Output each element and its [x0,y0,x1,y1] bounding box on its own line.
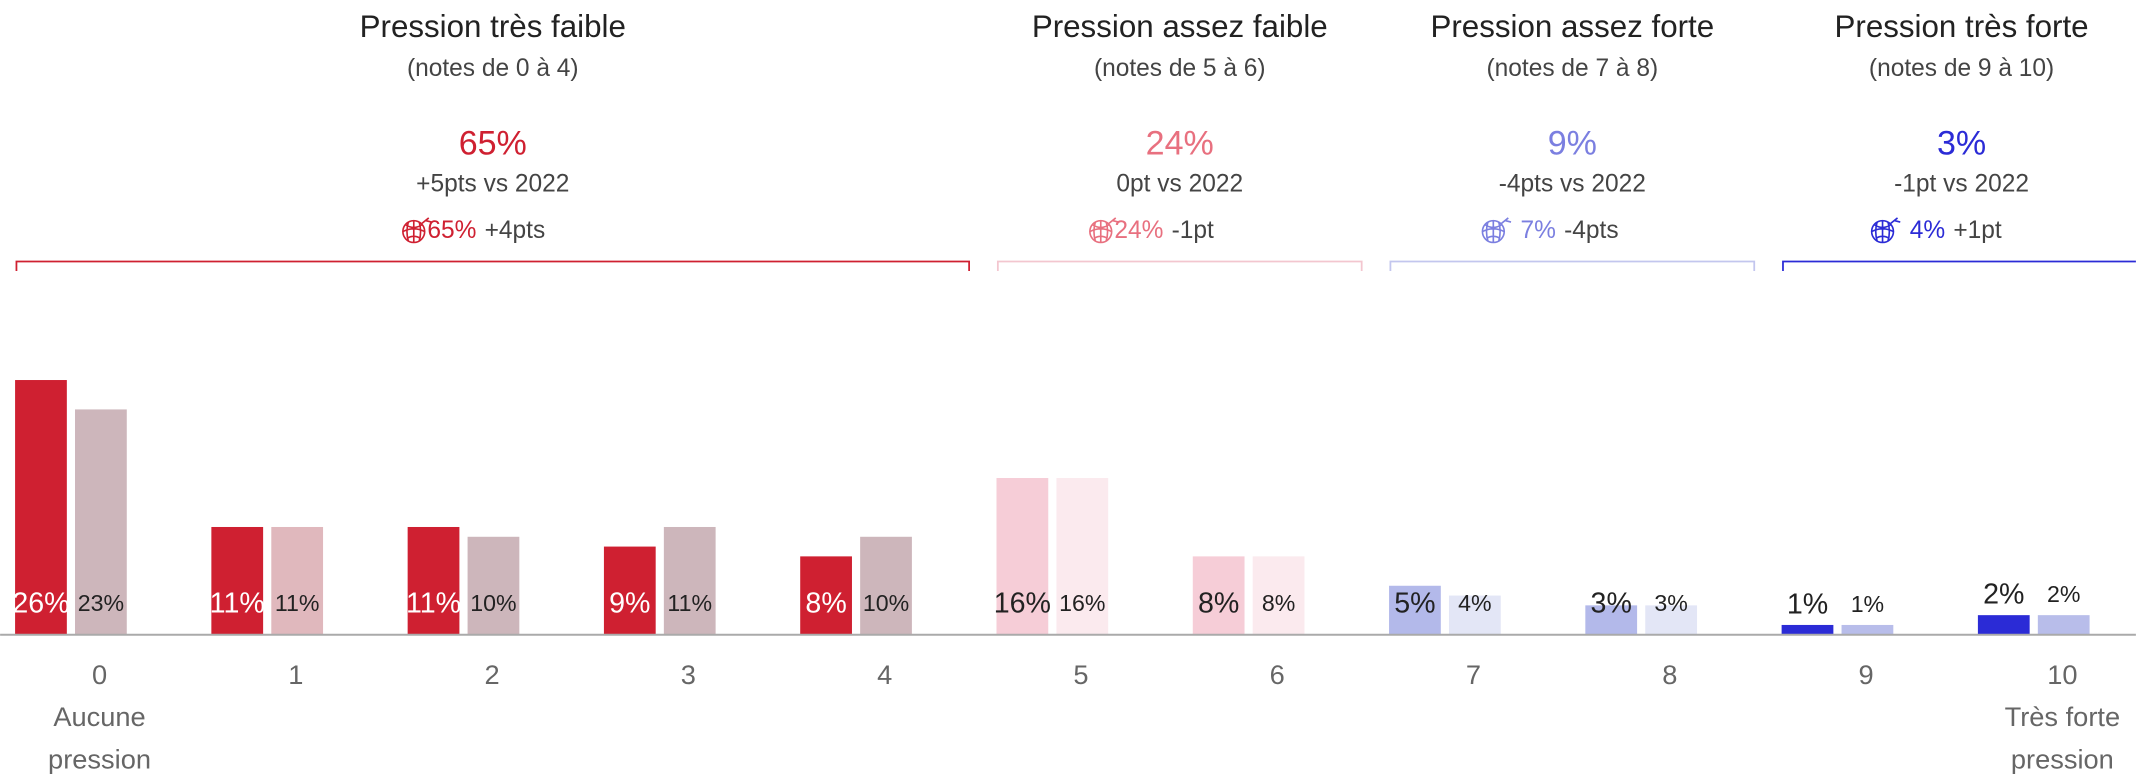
bar [1585,605,1638,635]
group-change: -1pt vs 2022 [1894,171,2029,198]
icon-change: +1pt [1953,217,2002,244]
x-tick-label: 10 [2047,659,2077,690]
bar [467,536,520,635]
group-title: Pression très forte [1835,9,2089,44]
bar [1252,556,1305,635]
icon-share: 4% [1910,217,1945,244]
icon-part [402,217,432,243]
group-change: -4pts vs 2022 [1499,171,1646,198]
x-tick-label: 9 [1858,659,1873,690]
value-label: 1% [1787,588,1828,620]
group-bracket [15,260,970,272]
x-tick-label: 6 [1270,659,1285,690]
bar [996,477,1049,635]
bar [800,556,852,635]
bar [15,380,67,635]
bar [1841,624,1894,635]
group-change: +5pts vs 2022 [416,171,569,198]
bar [1192,556,1245,635]
group-subtitle: (notes de 9 à 10) [1869,55,2054,82]
value-label: 10% [863,590,909,616]
icon-change: +4pts [485,217,546,244]
icon [402,217,432,244]
value-label: 11% [275,590,320,616]
bar [211,526,264,635]
group-share: 65% [459,125,527,163]
value-label: 11% [406,587,461,619]
value-label: 8% [1198,587,1239,619]
x-tick-label: 1 [288,659,303,690]
group-share: 9% [1548,125,1597,163]
x-tick-label: 5 [1073,659,1088,690]
value-label: 2% [2047,581,2080,607]
icon-share: 24% [1114,217,1163,244]
x-tick-label: 8 [1662,659,1677,690]
bar [663,526,716,635]
bar [2037,615,2090,635]
value-label: 16% [1059,590,1105,616]
icon [1870,217,1901,244]
x-tick-label: 7 [1466,659,1481,690]
category-note: Très forte pression [2005,701,2121,774]
x-tick-label: 2 [485,659,500,690]
value-label: 11% [210,587,265,619]
bar [1781,624,1834,635]
group-share: 3% [1937,125,1986,163]
value-label: 2% [1983,579,2024,611]
bar [1977,615,2030,635]
icon-part [1089,217,1119,243]
value-label: 3% [1591,587,1632,619]
icon-share: 7% [1521,217,1556,244]
bar [860,536,912,635]
value-label: 8% [1262,590,1295,616]
value-label: 4% [1458,590,1491,616]
group-change: 0pt vs 2022 [1116,171,1243,198]
group-subtitle: (notes de 5 à 6) [1094,55,1266,82]
category-note: Aucune pression [48,701,151,774]
group-bracket [1389,260,1756,272]
bar [271,526,324,635]
icon [1089,217,1119,244]
group-title: Pression très faible [360,9,626,44]
value-label: 1% [1851,591,1884,617]
value-label: 8% [805,587,846,619]
value-label: 23% [78,590,124,616]
group-bracket [996,260,1363,272]
value-label: 5% [1394,587,1435,619]
icon-change: -1pt [1172,217,1214,244]
icon-share: 65% [427,217,476,244]
icon [1481,217,1512,244]
group-subtitle: (notes de 0 à 4) [407,55,579,82]
group-subtitle: (notes de 7 à 8) [1487,55,1659,82]
x-tick-label: 3 [681,659,696,690]
icon-part [1482,217,1512,243]
value-label: 16% [994,587,1051,619]
bar [1645,605,1698,635]
bar [407,526,460,635]
value-label: 11% [667,590,712,616]
value-label: 26% [12,587,69,619]
bar [75,409,127,635]
icon-part [1871,217,1901,243]
group-share: 24% [1146,125,1214,163]
bar [1389,585,1441,635]
x-tick-label: 0 [92,659,107,690]
value-label: 3% [1654,590,1687,616]
value-label: 10% [470,590,516,616]
bar [603,546,656,635]
value-label: 9% [609,587,650,619]
group-bracket [1782,260,2136,272]
bar [1448,595,1501,635]
bar [1056,477,1109,635]
icon-change: -4pts [1564,217,1618,244]
x-tick-label: 4 [877,659,892,690]
group-title: Pression assez faible [1032,9,1328,44]
group-title: Pression assez forte [1430,9,1714,44]
